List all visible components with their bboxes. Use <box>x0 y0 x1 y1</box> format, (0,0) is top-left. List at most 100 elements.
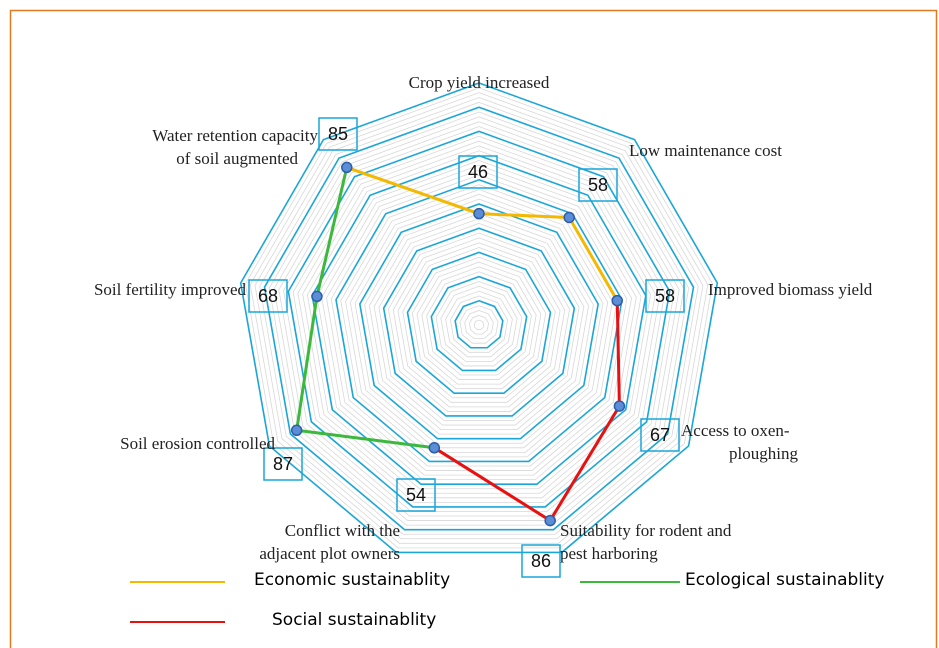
series-line <box>346 166 480 216</box>
minor-ring <box>354 198 604 444</box>
minor-ring <box>326 169 632 471</box>
grid-ring <box>454 299 504 349</box>
minor-ring <box>345 189 613 453</box>
minor-ring <box>330 174 628 467</box>
minor-ring <box>349 193 609 449</box>
data-label: 68 <box>258 286 278 306</box>
grid-ring <box>358 203 600 440</box>
category-line: Water retention capacity <box>152 126 318 145</box>
minor-ring <box>449 295 509 353</box>
label-box <box>578 168 618 202</box>
category-label: Soil fertility improved <box>94 280 247 299</box>
grid-ring <box>430 275 528 372</box>
minor-ring <box>302 145 656 494</box>
category-label: Improved biomass yield <box>708 280 873 299</box>
minor-ring <box>469 314 489 335</box>
series-line <box>315 167 349 297</box>
minor-ring <box>292 135 666 503</box>
point <box>341 161 353 174</box>
minor-ring <box>402 247 556 399</box>
grid-ring <box>382 227 576 417</box>
category-line: ploughing <box>729 444 798 463</box>
series-line <box>296 428 435 450</box>
category-label: Low maintenance cost <box>629 141 782 160</box>
legend-label: Ecological sustainablity <box>685 570 884 590</box>
grid-ring <box>239 82 719 554</box>
series-line <box>478 212 570 219</box>
minor-ring <box>397 242 561 403</box>
data-label: 85 <box>328 124 348 144</box>
minor-ring <box>392 237 566 408</box>
minor-ring <box>273 116 685 521</box>
minor-ring <box>268 111 690 526</box>
minor-ring <box>426 271 532 376</box>
point <box>290 424 303 437</box>
category-label: Crop yield increased <box>409 73 550 92</box>
legend-label: Economic sustainablity <box>254 570 450 590</box>
label-box <box>645 279 685 313</box>
minor-ring <box>249 92 709 544</box>
grid-ring <box>311 154 647 485</box>
minor-ring <box>378 222 580 421</box>
category-line: Conflict with the <box>285 521 400 540</box>
series-line <box>567 216 619 302</box>
category-line: Suitability for rodent and <box>560 521 732 540</box>
category-line: Access to oxen- <box>681 421 790 440</box>
label-box <box>640 418 680 452</box>
data-label: 58 <box>655 286 675 306</box>
series-line <box>433 446 551 522</box>
label-box <box>248 279 288 313</box>
label-box <box>521 544 561 578</box>
category-label: Soil erosion controlled <box>120 434 275 453</box>
minor-ring <box>368 213 590 431</box>
minor-ring <box>440 285 518 362</box>
minor-ring <box>445 290 513 358</box>
label-box <box>396 478 436 512</box>
category-label: Suitability for rodent and pest harboring <box>560 521 732 563</box>
minor-ring <box>459 305 499 344</box>
minor-ring <box>464 310 494 340</box>
minor-ring <box>388 232 570 412</box>
category-line: of soil augmented <box>176 149 298 168</box>
label-box <box>263 447 303 481</box>
category-label: Access to oxen-ploughing <box>681 421 798 463</box>
frame <box>9 9 938 648</box>
series-line <box>548 405 621 522</box>
point <box>544 514 556 527</box>
grid-ring <box>335 178 623 463</box>
category-line: pest harboring <box>560 544 658 563</box>
minor-ring <box>283 126 675 512</box>
data-label: 86 <box>531 551 551 571</box>
point <box>311 290 323 303</box>
series-line <box>615 300 621 407</box>
minor-ring <box>278 121 680 517</box>
category-label: Conflict with the adjacent plot owners <box>259 521 400 563</box>
data-label: 67 <box>650 425 670 445</box>
minor-ring <box>316 160 642 481</box>
minor-ring <box>259 101 699 535</box>
data-label: 58 <box>588 175 608 195</box>
minor-ring <box>364 208 594 435</box>
point <box>613 400 626 412</box>
label-box <box>458 155 498 189</box>
minor-ring <box>254 97 704 540</box>
category-label: Water retention capacity of soil augmente… <box>152 126 318 168</box>
grid-ring <box>406 251 552 395</box>
data-label: 46 <box>468 162 488 182</box>
minor-ring <box>421 266 537 380</box>
category-line: adjacent plot owners <box>259 544 400 563</box>
point <box>563 211 575 224</box>
series-line <box>295 296 319 431</box>
minor-ring <box>373 218 585 426</box>
point <box>428 442 441 454</box>
label-box <box>318 117 358 151</box>
minor-ring <box>306 150 652 490</box>
minor-ring <box>411 256 547 390</box>
minor-ring <box>473 319 485 330</box>
point <box>473 207 485 220</box>
minor-ring <box>416 261 542 385</box>
minor-ring <box>435 281 523 367</box>
minor-ring <box>245 87 713 549</box>
data-label: 54 <box>406 485 426 505</box>
